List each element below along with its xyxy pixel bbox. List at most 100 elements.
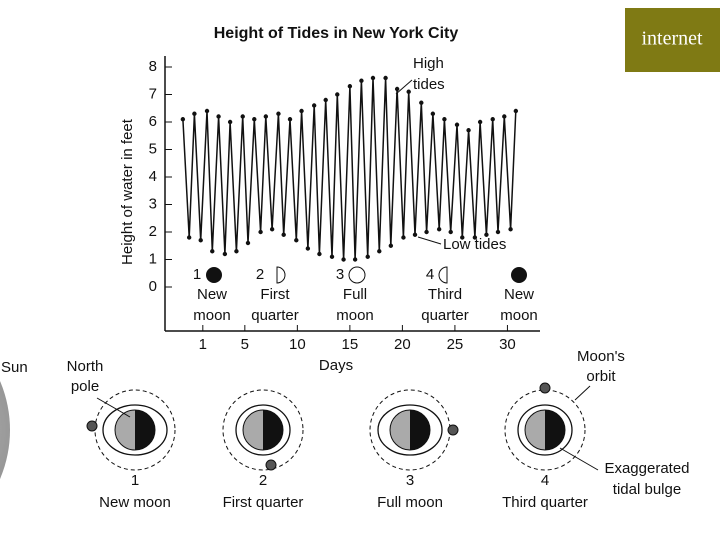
diagram: 1 New moon 2 First quarter 3 Full moon 4 Third … xyxy=(67,348,690,511)
moon-icon xyxy=(438,266,448,284)
phase-label: quarter xyxy=(251,307,299,324)
label: North xyxy=(67,358,104,375)
panel-label: New moon xyxy=(99,494,171,511)
moon xyxy=(447,424,459,436)
x-tick-label: 25 xyxy=(447,336,464,353)
phase-label: New xyxy=(504,286,534,303)
tide-point xyxy=(192,111,197,116)
tide-point xyxy=(377,249,382,254)
badge-text: internet xyxy=(641,28,703,50)
panel-number: 1 xyxy=(131,472,139,489)
tide-point xyxy=(460,235,465,240)
label: orbit xyxy=(586,368,616,385)
earth-night xyxy=(135,410,155,450)
moon-icon xyxy=(511,267,527,283)
annotation: High xyxy=(413,55,444,72)
earth-night xyxy=(545,410,565,450)
tide-point xyxy=(180,117,186,122)
leader xyxy=(395,79,413,95)
phase-number: 4 xyxy=(426,266,434,283)
x-tick-label: 10 xyxy=(289,336,306,353)
tidal-bulge xyxy=(102,404,168,456)
x-axis-title: Days xyxy=(319,357,353,374)
tide-point xyxy=(245,240,251,246)
tide-point xyxy=(341,257,346,262)
tide-point xyxy=(311,103,317,108)
tide-point xyxy=(240,114,245,119)
tide-point xyxy=(359,78,364,83)
phase-label: quarter xyxy=(421,307,469,324)
tide-point xyxy=(227,119,233,125)
tide-point xyxy=(335,92,340,97)
y-tick-label: 7 xyxy=(149,85,157,102)
moon-icon xyxy=(206,267,222,283)
tide-point xyxy=(281,232,286,237)
leader xyxy=(417,236,442,245)
tide-point xyxy=(222,251,228,257)
panel-label: Full moon xyxy=(377,494,443,511)
tide-point xyxy=(287,117,293,122)
badge xyxy=(625,8,720,72)
tide-point xyxy=(352,257,358,262)
earth-night xyxy=(263,410,283,450)
phase-label: Full xyxy=(343,286,367,303)
leader xyxy=(559,447,599,471)
panel-number: 3 xyxy=(406,472,414,489)
tide-point xyxy=(323,97,328,103)
tide-point xyxy=(394,86,400,92)
x-tick-label: 1 xyxy=(199,336,207,353)
y-tick-label: 0 xyxy=(149,278,157,295)
y-tick-label: 5 xyxy=(149,140,157,157)
tide-point xyxy=(513,108,519,114)
phase-number: 2 xyxy=(256,266,264,283)
label: pole xyxy=(71,378,99,395)
tide-point xyxy=(294,238,299,243)
orbit xyxy=(222,389,304,471)
tide-point xyxy=(442,117,447,122)
moon xyxy=(539,382,551,394)
label: tidal bulge xyxy=(613,481,681,498)
tide-point xyxy=(317,251,322,257)
leader xyxy=(574,385,591,401)
y-tick-label: 3 xyxy=(149,195,157,212)
tide-point xyxy=(383,75,388,81)
tide-point xyxy=(419,100,424,105)
tide-point xyxy=(508,227,513,232)
tide-point xyxy=(495,229,501,235)
tide-point xyxy=(454,122,460,127)
label: Moon's xyxy=(577,348,625,365)
tide-point xyxy=(466,128,471,133)
tide-point xyxy=(186,235,192,240)
tide-point xyxy=(269,227,275,232)
x-tick-label: 5 xyxy=(241,336,249,353)
phase-label: New xyxy=(197,286,227,303)
tide-point xyxy=(430,111,436,116)
y-tick-label: 2 xyxy=(149,223,157,240)
tide-point xyxy=(484,232,489,237)
tide-point xyxy=(347,84,353,89)
y-tick-label: 1 xyxy=(149,250,157,267)
phase-label: moon xyxy=(193,307,231,324)
panel-number: 2 xyxy=(259,472,267,489)
moon-icon xyxy=(348,266,366,284)
earth-night xyxy=(410,410,430,450)
moon xyxy=(86,420,98,432)
phase-label: First xyxy=(260,286,290,303)
phase-number: 3 xyxy=(336,266,344,283)
tide-point xyxy=(502,114,507,119)
tide-point xyxy=(365,254,370,259)
tide-point xyxy=(490,117,495,122)
tide-point xyxy=(234,249,239,254)
phase-label: Third xyxy=(428,286,462,303)
tide-point xyxy=(252,117,257,122)
x-tick-label: 20 xyxy=(394,336,411,353)
tide-point xyxy=(436,227,442,232)
tide-point xyxy=(204,108,210,114)
y-tick-label: 4 xyxy=(149,168,157,185)
panel-label: First quarter xyxy=(223,494,304,511)
sun xyxy=(0,381,10,479)
phase-label: moon xyxy=(500,307,538,324)
moon-icon xyxy=(276,266,286,284)
chart-title: Height of Tides in New York City xyxy=(214,25,459,42)
